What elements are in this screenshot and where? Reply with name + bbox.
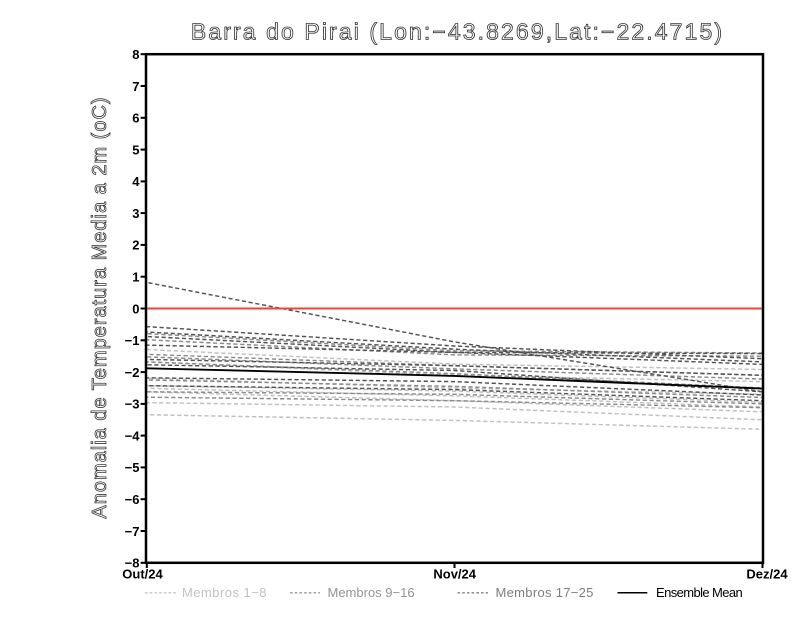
svg-text:Dez/24: Dez/24	[746, 566, 788, 581]
svg-text:−2: −2	[125, 365, 140, 380]
svg-text:Membros 9−16: Membros 9−16	[328, 585, 415, 600]
svg-text:Barra do Pirai (Lon:−43.8269,L: Barra do Pirai (Lon:−43.8269,Lat:−22.471…	[191, 19, 724, 45]
svg-text:7: 7	[132, 79, 139, 94]
svg-text:Membros 17−25: Membros 17−25	[496, 585, 594, 600]
svg-text:Membros 1−8: Membros 1−8	[182, 585, 267, 600]
svg-text:Nov/24: Nov/24	[433, 566, 476, 581]
svg-text:−6: −6	[125, 492, 140, 507]
svg-text:0: 0	[132, 301, 139, 316]
svg-text:Out/24: Out/24	[122, 566, 163, 581]
svg-text:4: 4	[132, 174, 140, 189]
svg-text:3: 3	[132, 206, 139, 221]
svg-text:Ensemble Mean: Ensemble Mean	[656, 585, 743, 600]
svg-text:−4: −4	[125, 428, 141, 443]
svg-text:−1: −1	[125, 333, 140, 348]
svg-text:−7: −7	[125, 524, 140, 539]
svg-text:6: 6	[132, 111, 139, 126]
svg-text:1: 1	[132, 270, 139, 285]
svg-text:−3: −3	[125, 397, 140, 412]
svg-text:−5: −5	[125, 460, 140, 475]
svg-text:2: 2	[132, 238, 139, 253]
svg-text:5: 5	[132, 142, 139, 157]
svg-text:−8: −8	[125, 556, 140, 571]
svg-text:8: 8	[132, 47, 139, 62]
svg-text:Anomalia de Temperatura Media: Anomalia de Temperatura Media a 2m (oC)	[89, 96, 111, 518]
